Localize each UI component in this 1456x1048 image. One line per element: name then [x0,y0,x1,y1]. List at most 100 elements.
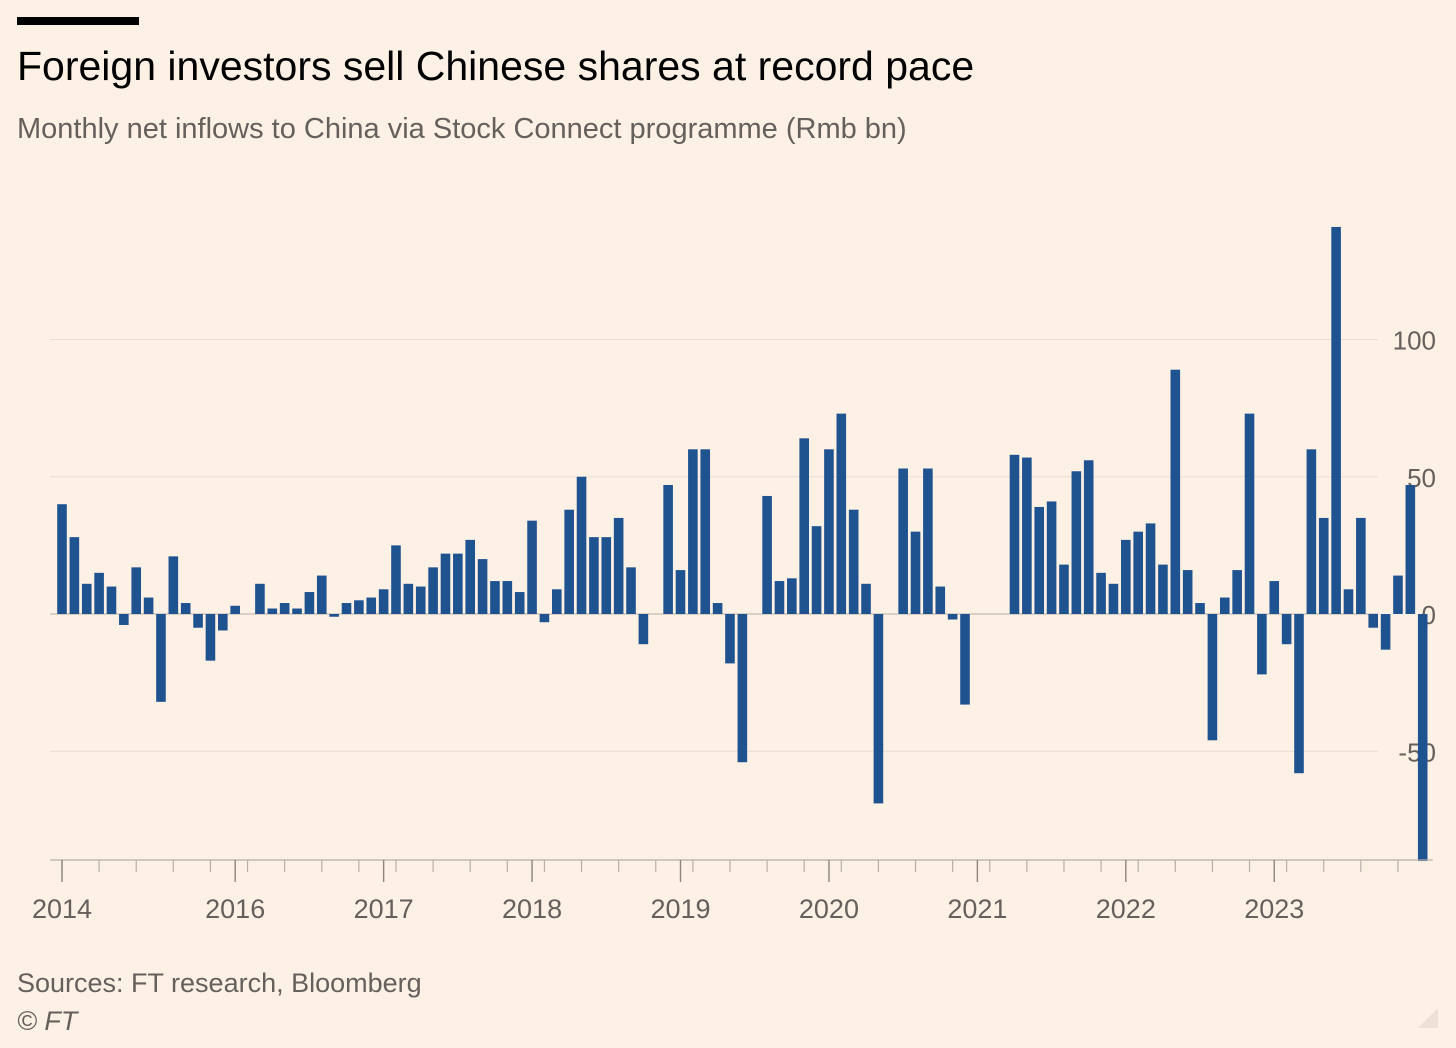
bar [1331,226,1341,614]
bar [675,570,686,614]
bar [1022,457,1032,614]
bar [415,586,426,614]
bar [1046,501,1057,614]
bar [836,413,847,614]
bar [1281,614,1292,645]
bar [923,468,933,614]
bar [465,539,476,614]
bar [601,537,612,614]
bar [787,578,797,614]
bar [440,553,451,614]
bar [205,614,216,661]
bar [230,605,240,614]
bar [774,581,785,614]
bar [935,586,946,614]
bar [1034,506,1045,614]
bar [613,517,624,614]
bar [1083,460,1094,614]
bar [1393,575,1403,614]
bar [218,614,228,631]
bar [527,520,537,614]
x-tick-label: 2017 [354,894,414,924]
bar [1071,471,1082,614]
bar [57,504,67,614]
bar [564,509,574,614]
bar [1306,449,1317,614]
bar [811,526,822,614]
bar [131,567,142,614]
bar [1158,564,1168,614]
bar [292,608,302,614]
x-tick-label: 2022 [1096,894,1156,924]
bar [81,583,92,614]
bar [180,603,191,614]
bar [1380,614,1391,650]
bar [1269,581,1280,614]
bar [873,614,884,804]
bar [1009,454,1020,614]
bar [1294,614,1304,774]
bar [106,586,117,614]
bar [1356,517,1366,614]
x-tick-label: 2023 [1244,894,1304,924]
bar [354,600,364,614]
bar [94,572,104,614]
bar [762,495,772,614]
bar [638,614,649,645]
x-tick-label: 2014 [32,894,92,924]
ft-top-bar [17,17,139,25]
bar [947,614,958,620]
bar [861,583,871,614]
x-tick-label: 2018 [502,894,562,924]
bar [576,476,587,614]
x-tick-label: 2021 [947,894,1007,924]
bar [539,614,550,623]
source-note: Sources: FT research, Bloomberg [17,968,422,998]
bar [1108,583,1119,614]
bar [663,484,673,614]
chart-subtitle: Monthly net inflows to China via Stock C… [17,113,907,145]
bar [725,614,735,664]
bar [1257,614,1267,675]
bar [304,592,315,614]
bar [910,531,921,614]
bar [193,614,203,628]
bar [1170,369,1181,614]
bar [477,559,488,614]
bar [1182,570,1193,614]
x-tick-label: 2019 [650,894,710,924]
y-tick-label: -50 [1398,737,1436,767]
bar [143,597,154,614]
bar [1195,603,1205,614]
x-tick-label: 2020 [799,894,859,924]
bar [1405,484,1416,614]
bar [1244,413,1255,614]
bar [514,592,525,614]
bar [453,553,463,614]
resize-corner-icon [1418,1008,1438,1028]
bar [119,614,129,625]
bar [626,567,636,614]
bar [1343,589,1354,614]
bar [316,575,327,614]
bar [156,614,166,702]
bar [1219,597,1230,614]
bar [69,537,80,614]
bar [1145,523,1156,614]
bar [552,589,562,614]
bar [279,603,290,614]
y-tick-label: 100 [1393,326,1436,356]
bar [329,614,339,617]
bar [267,608,278,614]
bar [1096,572,1106,614]
bar [391,545,401,614]
bar [341,603,352,614]
bar [490,581,500,614]
bar [1368,614,1379,628]
bar [824,449,834,614]
x-tick-label: 2016 [205,894,265,924]
bar [1059,564,1069,614]
bar [1133,531,1143,614]
bar [737,614,748,763]
